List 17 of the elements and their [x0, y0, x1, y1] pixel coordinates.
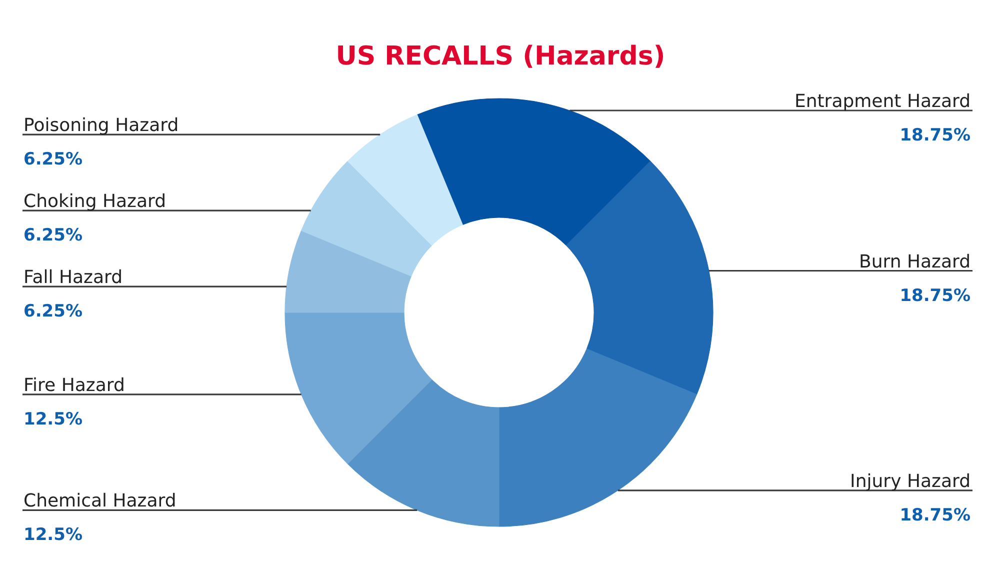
slice-label: Entrapment Hazard	[794, 91, 970, 112]
slice-label: Fire Hazard	[24, 374, 125, 396]
chart-title: US RECALLS (Hazards)	[336, 42, 666, 72]
data-label: 12.5%	[24, 525, 82, 546]
slice-label: Chemical Hazard	[24, 490, 176, 512]
data-label: 6.25%	[24, 150, 82, 170]
data-label: 18.75%	[900, 505, 971, 526]
data-label: 6.25%	[24, 302, 82, 322]
slice-label: Fall Hazard	[24, 267, 123, 288]
data-label: 6.25%	[24, 226, 82, 246]
slice-label: Poisoning Hazard	[24, 115, 179, 136]
data-label: 12.5%	[24, 409, 82, 430]
slice-label: Injury Hazard	[850, 470, 971, 492]
data-label: 18.75%	[900, 286, 971, 306]
slice-label: Choking Hazard	[24, 191, 166, 212]
slice-label: Burn Hazard	[858, 251, 971, 272]
data-label: 18.75%	[900, 126, 971, 146]
